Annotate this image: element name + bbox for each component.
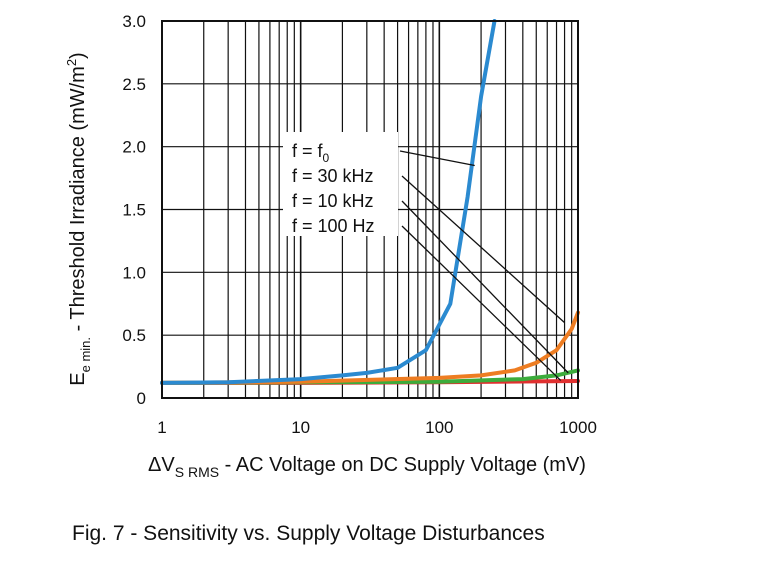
annotation-leader-line: [399, 150, 475, 167]
series-annotation-label: f = 100 Hz: [292, 216, 375, 236]
x-tick-label: 1: [157, 418, 166, 437]
x-tick-label: 1000: [559, 418, 597, 437]
annotation-leader-line: [401, 200, 569, 374]
x-tick-labels: 1 10 100 1000: [157, 418, 597, 437]
annotation-backdrop: [283, 132, 398, 236]
y-tick-label: 0.5: [122, 326, 146, 345]
y-axis-title-subscript: e min.: [78, 337, 93, 372]
figure-caption: Fig. 7 - Sensitivity vs. Supply Voltage …: [72, 522, 545, 545]
series-annotation-text: f = 100 Hz: [292, 216, 375, 236]
x-axis-title-prefix: ΔV: [148, 454, 175, 476]
series-annotation-text: f = 10 kHz: [292, 191, 374, 211]
y-tick-label: 0: [137, 389, 146, 408]
series-annotation-text: f = f: [292, 141, 324, 161]
y-tick-label: 2.0: [122, 138, 146, 157]
y-axis-title-prefix: E: [67, 372, 89, 385]
annotation-leader-line: [401, 225, 562, 381]
y-tick-label: 3.0: [122, 12, 146, 31]
annotation-leader-line: [401, 175, 565, 324]
series-annotation-label: f = f0: [292, 141, 330, 165]
series-annotation-subscript: 0: [323, 151, 330, 165]
series-annotations: f = f0f = 30 kHz f = 10 kHz f = 100 Hz: [283, 132, 569, 381]
plot-frame: [161, 20, 579, 399]
series-lines: [160, 19, 580, 385]
y-tick-label: 1.0: [122, 263, 146, 282]
series-annotation-label: f = 30 kHz: [292, 166, 374, 186]
y-axis-title-superscript: 2: [64, 59, 79, 66]
y-axis-title: Ee min. - Threshold Irradiance (mW/m2): [64, 52, 93, 385]
x-tick-label: 100: [425, 418, 453, 437]
y-axis-title-suffix: - Threshold Irradiance (mW/m: [67, 66, 89, 337]
x-axis-title: ΔVS RMS - AC Voltage on DC Supply Voltag…: [148, 454, 586, 480]
y-tick-label: 2.5: [122, 75, 146, 94]
y-tick-labels: 0 0.5 1.0 1.5 2.0 2.5 3.0: [122, 12, 146, 408]
series-annotation-text: f = 30 kHz: [292, 166, 374, 186]
series-line: [160, 310, 580, 385]
y-tick-label: 1.5: [122, 201, 146, 220]
series-annotation-label: f = 10 kHz: [292, 191, 374, 211]
series-line: [160, 19, 497, 385]
x-axis-title-subscript: S RMS: [175, 464, 219, 480]
y-axis-title-close: ): [67, 52, 89, 59]
x-tick-label: 10: [291, 418, 310, 437]
x-axis-title-suffix: - AC Voltage on DC Supply Voltage (mV): [219, 454, 586, 476]
